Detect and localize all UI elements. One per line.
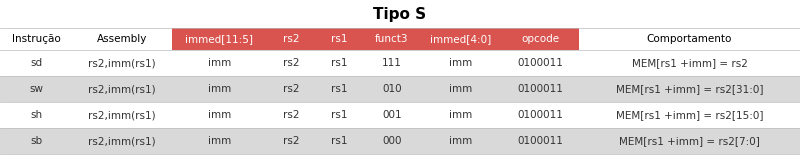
Text: 000: 000 <box>382 136 402 146</box>
Bar <box>579 128 800 154</box>
Bar <box>579 102 800 128</box>
Text: Assembly: Assembly <box>97 34 147 44</box>
Text: rs2: rs2 <box>282 34 299 44</box>
Text: funct3: funct3 <box>375 34 409 44</box>
Bar <box>501 128 579 154</box>
Text: 010: 010 <box>382 84 402 94</box>
Text: sh: sh <box>30 110 42 120</box>
Text: rs2: rs2 <box>282 136 299 146</box>
Bar <box>421 28 501 50</box>
Bar <box>315 76 363 102</box>
Bar <box>579 50 800 76</box>
Bar <box>315 28 363 50</box>
Text: rs2,imm(rs1): rs2,imm(rs1) <box>88 136 156 146</box>
Text: 111: 111 <box>382 58 402 68</box>
Bar <box>267 128 315 154</box>
Bar <box>421 50 501 76</box>
Bar <box>315 50 363 76</box>
Bar <box>172 102 267 128</box>
Text: imm: imm <box>208 136 231 146</box>
Text: imm: imm <box>450 110 473 120</box>
Text: Instrução: Instrução <box>12 34 60 44</box>
Text: Tipo S: Tipo S <box>374 6 426 22</box>
Text: imm: imm <box>208 110 231 120</box>
Bar <box>0 50 72 76</box>
Text: imm: imm <box>450 58 473 68</box>
Text: 0100011: 0100011 <box>517 136 563 146</box>
Text: rs2,imm(rs1): rs2,imm(rs1) <box>88 58 156 68</box>
Text: 0100011: 0100011 <box>517 58 563 68</box>
Bar <box>363 102 421 128</box>
Text: rs1: rs1 <box>330 84 347 94</box>
Text: rs1: rs1 <box>330 34 347 44</box>
Bar <box>172 50 267 76</box>
Bar <box>0 128 72 154</box>
Bar <box>501 76 579 102</box>
Text: sd: sd <box>30 58 42 68</box>
Bar <box>72 102 172 128</box>
Text: MEM[rs1 +imm] = rs2: MEM[rs1 +imm] = rs2 <box>631 58 747 68</box>
Text: rs2,imm(rs1): rs2,imm(rs1) <box>88 110 156 120</box>
Bar <box>72 76 172 102</box>
Bar <box>72 128 172 154</box>
Bar <box>363 50 421 76</box>
Text: rs1: rs1 <box>330 136 347 146</box>
Bar <box>72 50 172 76</box>
Text: rs1: rs1 <box>330 110 347 120</box>
Text: Comportamento: Comportamento <box>647 34 732 44</box>
Text: rs2: rs2 <box>282 110 299 120</box>
Bar <box>421 102 501 128</box>
Bar <box>579 28 800 50</box>
Text: 001: 001 <box>382 110 402 120</box>
Text: imm: imm <box>208 58 231 68</box>
Bar <box>172 128 267 154</box>
Bar <box>501 28 579 50</box>
Bar <box>72 28 172 50</box>
Bar <box>579 76 800 102</box>
Text: MEM[rs1 +imm] = rs2[15:0]: MEM[rs1 +imm] = rs2[15:0] <box>616 110 763 120</box>
Bar <box>267 76 315 102</box>
Bar <box>315 102 363 128</box>
Text: immed[4:0]: immed[4:0] <box>430 34 492 44</box>
Bar <box>363 28 421 50</box>
Bar <box>172 28 267 50</box>
Bar <box>363 128 421 154</box>
Text: rs1: rs1 <box>330 58 347 68</box>
Bar <box>267 28 315 50</box>
Bar <box>315 128 363 154</box>
Bar <box>363 76 421 102</box>
Bar <box>0 28 72 50</box>
Bar <box>0 76 72 102</box>
Text: sb: sb <box>30 136 42 146</box>
Bar <box>0 102 72 128</box>
Text: immed[11:5]: immed[11:5] <box>186 34 254 44</box>
Bar <box>172 76 267 102</box>
Text: MEM[rs1 +imm] = rs2[31:0]: MEM[rs1 +imm] = rs2[31:0] <box>616 84 763 94</box>
Text: rs2,imm(rs1): rs2,imm(rs1) <box>88 84 156 94</box>
Bar <box>501 102 579 128</box>
Text: sw: sw <box>29 84 43 94</box>
Bar <box>501 50 579 76</box>
Text: imm: imm <box>450 84 473 94</box>
Text: opcode: opcode <box>521 34 559 44</box>
Text: imm: imm <box>208 84 231 94</box>
Text: MEM[rs1 +imm] = rs2[7:0]: MEM[rs1 +imm] = rs2[7:0] <box>619 136 760 146</box>
Text: 0100011: 0100011 <box>517 110 563 120</box>
Text: 0100011: 0100011 <box>517 84 563 94</box>
Bar <box>267 50 315 76</box>
Text: rs2: rs2 <box>282 58 299 68</box>
Text: imm: imm <box>450 136 473 146</box>
Bar <box>267 102 315 128</box>
Text: rs2: rs2 <box>282 84 299 94</box>
Bar <box>421 76 501 102</box>
Bar <box>421 128 501 154</box>
